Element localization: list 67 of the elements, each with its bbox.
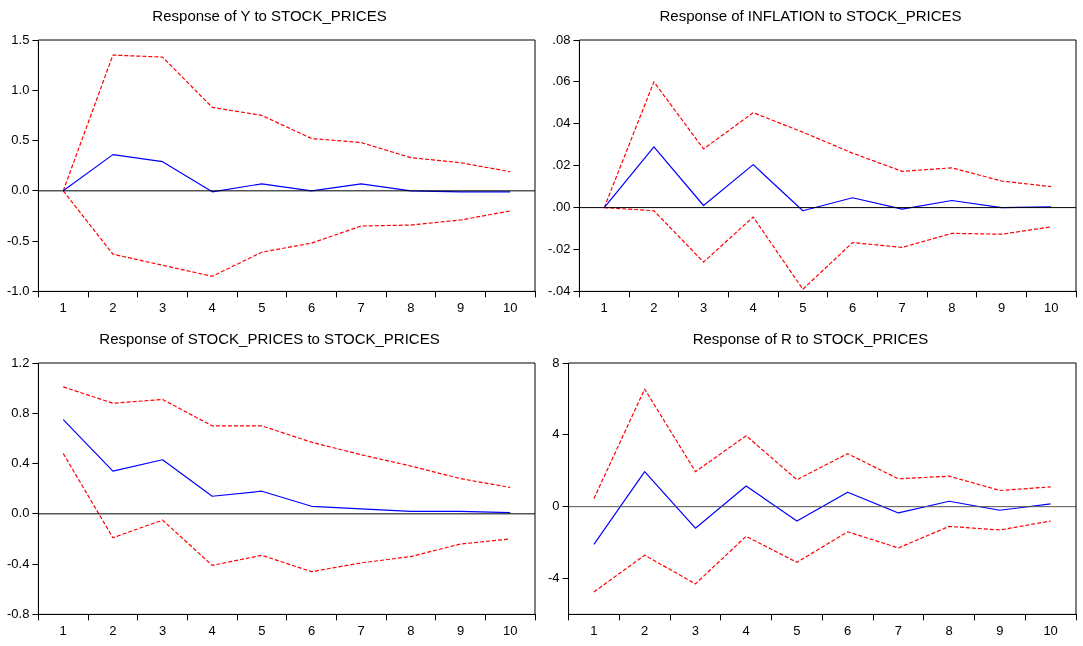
y-tick-label: 1.2 (11, 354, 30, 370)
chart-title: Response of STOCK_PRICES to STOCK_PRICES (99, 330, 440, 348)
y-tick-label: 0.0 (11, 182, 30, 198)
y-tick-label: .00 (552, 199, 571, 215)
y-tick-label: 0.8 (11, 404, 30, 420)
y-tick-label: .08 (552, 31, 571, 47)
x-tick-label: 6 (307, 622, 316, 638)
x-tick-label: 7 (357, 622, 365, 638)
x-tick-label: 4 (749, 299, 757, 315)
x-tick-label: 3 (158, 622, 167, 638)
x-tick-label: 5 (258, 622, 266, 638)
x-tick-label: 2 (109, 622, 117, 638)
y-tick-label: -.04 (547, 282, 571, 298)
chart-title: Response of Y to STOCK_PRICES (152, 7, 387, 25)
x-tick-label: 2 (641, 622, 649, 638)
x-tick-label: 10 (502, 299, 518, 315)
y-tick-label: -0.4 (6, 555, 30, 571)
x-tick-label: 7 (357, 299, 365, 315)
x-tick-label: 8 (407, 622, 415, 638)
x-tick-label: 1 (59, 299, 67, 315)
x-tick-label: 3 (158, 299, 167, 315)
y-tick-label: .02 (552, 157, 571, 173)
y-tick-label: -0.8 (6, 605, 30, 621)
x-tick-label: 2 (109, 299, 117, 315)
x-tick-label: 7 (898, 299, 906, 315)
y-tick-label: 0 (552, 498, 560, 514)
x-tick-label: 1 (600, 299, 608, 315)
x-tick-label: 1 (59, 622, 67, 638)
x-tick-label: 4 (208, 622, 216, 638)
y-tick-label: -4 (548, 570, 560, 586)
y-tick-label: .06 (552, 73, 571, 89)
x-tick-label: 4 (208, 299, 216, 315)
x-tick-label: 9 (456, 299, 465, 315)
y-tick-label: -.02 (547, 241, 571, 257)
y-tick-label: 1.5 (11, 31, 30, 47)
y-tick-label: 8 (552, 354, 560, 370)
y-tick-label: .04 (552, 115, 571, 131)
y-tick-label: -1.0 (6, 282, 30, 298)
x-tick-label: 6 (848, 299, 857, 315)
y-tick-label: 1.0 (11, 81, 30, 97)
x-tick-label: 5 (258, 299, 266, 315)
x-tick-label: 8 (945, 622, 953, 638)
x-tick-label: 10 (502, 622, 518, 638)
x-tick-label: 9 (996, 622, 1004, 638)
x-tick-label: 5 (793, 622, 801, 638)
x-tick-label: 10 (1043, 299, 1059, 315)
y-tick-label: 4 (552, 426, 560, 442)
x-tick-label: 1 (590, 622, 598, 638)
x-tick-label: 4 (742, 622, 750, 638)
x-tick-label: 6 (844, 622, 852, 638)
x-tick-label: 10 (1043, 622, 1058, 638)
y-tick-label: -0.5 (6, 232, 30, 248)
x-tick-label: 3 (691, 622, 700, 638)
x-tick-label: 7 (894, 622, 903, 638)
x-tick-label: 9 (456, 622, 465, 638)
y-tick-label: 0.5 (11, 132, 30, 148)
x-tick-label: 6 (307, 299, 316, 315)
x-tick-label: 9 (997, 299, 1006, 315)
y-tick-label: 0.4 (11, 455, 30, 471)
x-tick-label: 2 (650, 299, 658, 315)
x-tick-label: 8 (948, 299, 956, 315)
x-tick-label: 8 (407, 299, 415, 315)
chart-title: Response of INFLATION to STOCK_PRICES (659, 7, 962, 25)
x-tick-label: 5 (799, 299, 807, 315)
chart-title: Response of R to STOCK_PRICES (692, 330, 929, 348)
x-tick-label: 3 (699, 299, 708, 315)
y-tick-label: 0.0 (11, 505, 30, 521)
